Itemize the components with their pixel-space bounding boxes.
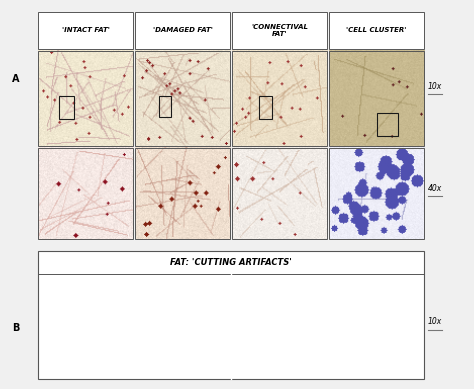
Text: FAT: 'CUTTING ARTIFACTS': FAT: 'CUTTING ARTIFACTS' [170, 258, 292, 267]
Bar [159, 96, 171, 117]
Text: 'DAMAGED FAT': 'DAMAGED FAT' [153, 27, 212, 33]
Text: 10x: 10x [428, 317, 442, 326]
Bar [135, 12, 230, 49]
Bar [329, 51, 424, 146]
Text: 'CELL CLUSTER': 'CELL CLUSTER' [346, 27, 407, 33]
Text: 40x: 40x [428, 184, 442, 193]
Bar [38, 51, 133, 146]
Bar [232, 12, 327, 49]
Bar [38, 148, 133, 239]
Bar [59, 96, 74, 119]
Bar [329, 148, 424, 239]
Bar [329, 12, 424, 49]
Text: A: A [12, 74, 19, 84]
Bar [377, 112, 398, 137]
Bar [259, 96, 272, 119]
Bar [232, 51, 327, 146]
Text: 10x: 10x [428, 82, 442, 91]
Text: B: B [12, 323, 19, 333]
Bar [38, 251, 424, 379]
Bar [135, 148, 230, 239]
Text: 'CONNECTIVAL
FAT': 'CONNECTIVAL FAT' [251, 24, 308, 37]
Bar [232, 148, 327, 239]
Bar [135, 51, 230, 146]
Bar [38, 12, 133, 49]
Text: 'INTACT FAT': 'INTACT FAT' [62, 27, 109, 33]
